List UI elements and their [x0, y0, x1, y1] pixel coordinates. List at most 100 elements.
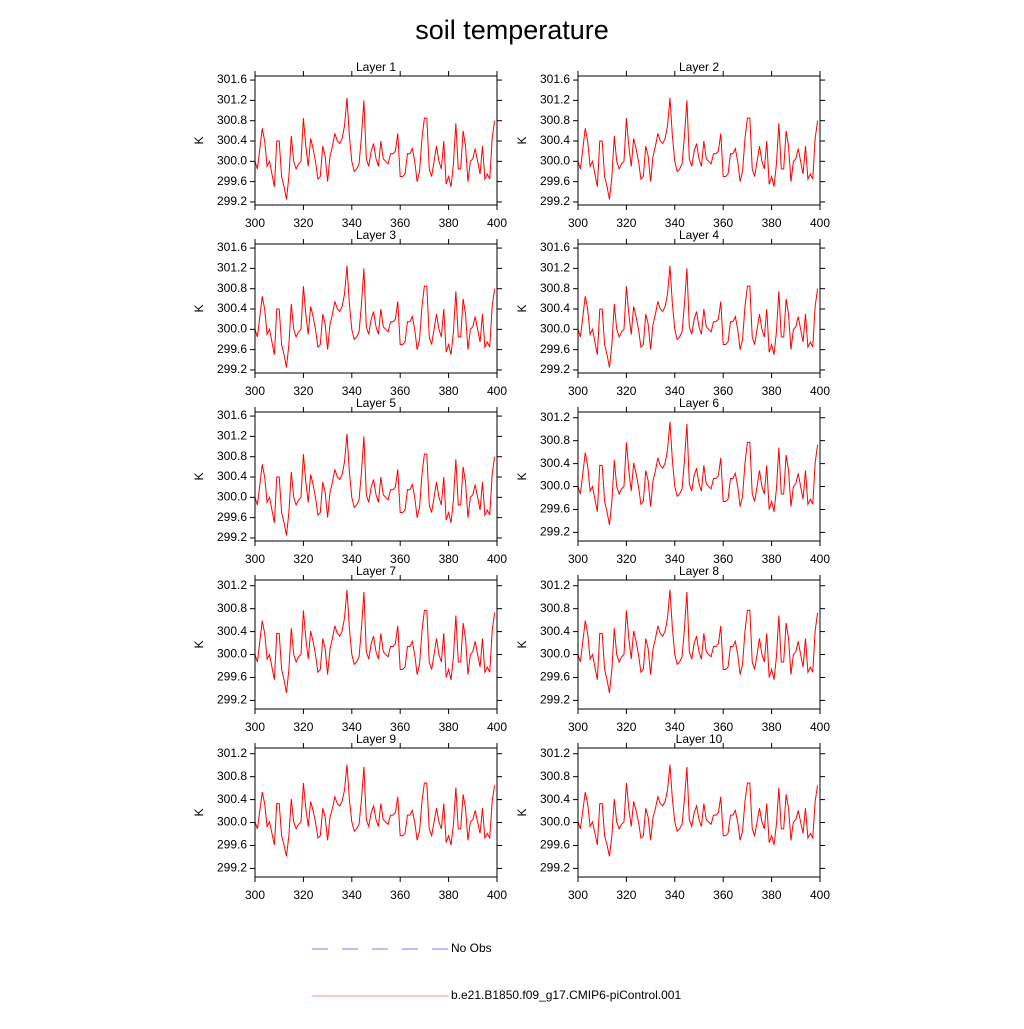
y-tick-label: 299.6: [217, 174, 247, 188]
x-tick-label: 360: [390, 720, 410, 734]
y-tick-label: 301.2: [217, 93, 247, 107]
y-tick-label: 299.6: [540, 342, 570, 356]
y-tick-label: 299.2: [540, 362, 570, 376]
x-tick-label: 300: [568, 552, 588, 566]
y-tick-label: 300.0: [540, 815, 570, 829]
data-line: [577, 589, 819, 694]
y-tick-label: 301.6: [217, 72, 247, 86]
panel-title: Layer 7: [356, 564, 396, 578]
y-tick-label: 300.4: [217, 624, 247, 638]
panel-title: Layer 4: [679, 228, 719, 242]
x-tick-label: 360: [713, 720, 733, 734]
x-tick-label: 320: [293, 720, 313, 734]
y-tick-label: 300.8: [540, 601, 570, 615]
x-tick-label: 320: [293, 888, 313, 902]
x-tick-label: 320: [293, 216, 313, 230]
x-tick-label: 340: [665, 720, 685, 734]
y-tick-label: 300.0: [540, 647, 570, 661]
panel: Layer 3 K 299.2 299.6 300.0 300.4 300.8 301.2 30…: [192, 228, 507, 398]
x-tick-label: 380: [439, 216, 459, 230]
y-tick-label: 301.2: [540, 261, 570, 275]
y-tick-label: 300.4: [217, 792, 247, 806]
x-tick-label: 380: [762, 216, 782, 230]
y-axis-label: K: [192, 472, 206, 480]
x-tick-label: 340: [342, 720, 362, 734]
y-axis-label: K: [515, 808, 529, 816]
y-tick-label: 299.2: [217, 194, 247, 208]
x-tick-label: 340: [665, 888, 685, 902]
x-tick-label: 400: [487, 720, 507, 734]
y-tick-label: 300.0: [217, 647, 247, 661]
panel-title: Layer 8: [679, 564, 719, 578]
x-tick-label: 360: [713, 888, 733, 902]
x-tick-label: 300: [245, 888, 265, 902]
panel-title: Layer 1: [356, 60, 396, 74]
x-tick-label: 340: [342, 216, 362, 230]
y-axis-label: K: [515, 640, 529, 648]
y-tick-label: 300.0: [540, 153, 570, 167]
y-tick-label: 300.0: [217, 815, 247, 829]
y-tick-label: 301.6: [540, 72, 570, 86]
data-line: [254, 265, 496, 368]
panel: Layer 8 K 299.2 299.6 300.0 300.4 300.8 301.2 30…: [515, 564, 830, 734]
plot-frame: [577, 75, 821, 206]
panel-title: Layer 3: [356, 228, 396, 242]
x-tick-label: 300: [568, 216, 588, 230]
panel: Layer 4 K 299.2 299.6 300.0 300.4 300.8 301.2 30…: [515, 228, 830, 398]
panel: Layer 6 K 299.2 299.6 300.0 300.4 300.8 301.2 30…: [515, 396, 830, 566]
y-tick-label: 301.6: [540, 240, 570, 254]
x-tick-label: 400: [487, 216, 507, 230]
panel-title: Layer 2: [679, 60, 719, 74]
x-tick-label: 340: [342, 552, 362, 566]
x-tick-label: 340: [665, 384, 685, 398]
x-tick-label: 380: [762, 888, 782, 902]
data-line: [577, 97, 819, 200]
y-axis-label: K: [192, 304, 206, 312]
x-tick-label: 380: [762, 384, 782, 398]
data-line: [577, 265, 819, 368]
y-axis-label: K: [192, 808, 206, 816]
x-tick-label: 340: [342, 384, 362, 398]
y-tick-label: 301.2: [540, 410, 570, 424]
plot-frame: [577, 579, 821, 710]
plot-frame: [254, 579, 498, 710]
plot-frame: [254, 411, 498, 542]
x-tick-label: 380: [439, 720, 459, 734]
y-tick-label: 299.6: [217, 510, 247, 524]
x-tick-label: 400: [487, 384, 507, 398]
x-tick-label: 400: [810, 888, 830, 902]
data-line: [577, 421, 819, 526]
y-tick-label: 299.2: [540, 693, 570, 707]
y-tick-label: 300.4: [217, 301, 247, 315]
y-tick-label: 300.0: [540, 479, 570, 493]
y-tick-label: 299.2: [217, 693, 247, 707]
y-tick-label: 300.8: [540, 113, 570, 127]
plot-frame: [577, 243, 821, 374]
y-tick-label: 300.8: [217, 449, 247, 463]
x-tick-label: 320: [293, 552, 313, 566]
y-tick-label: 301.2: [217, 261, 247, 275]
x-tick-label: 400: [810, 384, 830, 398]
y-tick-label: 299.6: [217, 670, 247, 684]
x-tick-label: 360: [713, 384, 733, 398]
y-tick-label: 301.2: [540, 578, 570, 592]
y-tick-label: 299.6: [540, 838, 570, 852]
x-tick-label: 320: [293, 384, 313, 398]
y-tick-label: 300.0: [217, 153, 247, 167]
x-tick-label: 340: [342, 888, 362, 902]
plot-frame: [254, 75, 498, 206]
x-tick-label: 360: [713, 552, 733, 566]
panel: Layer 10 K 299.2 299.6 300.0 300.4 300.8 301.2 3…: [515, 732, 830, 902]
legend-label: No Obs: [451, 941, 492, 955]
plot-frame: [577, 411, 821, 542]
x-tick-label: 400: [810, 216, 830, 230]
x-tick-label: 360: [390, 384, 410, 398]
y-tick-label: 300.4: [217, 469, 247, 483]
x-tick-label: 300: [568, 888, 588, 902]
y-tick-label: 300.8: [217, 281, 247, 295]
y-axis-label: K: [515, 136, 529, 144]
y-tick-label: 301.2: [217, 429, 247, 443]
y-tick-label: 300.4: [540, 624, 570, 638]
y-tick-label: 301.2: [540, 93, 570, 107]
